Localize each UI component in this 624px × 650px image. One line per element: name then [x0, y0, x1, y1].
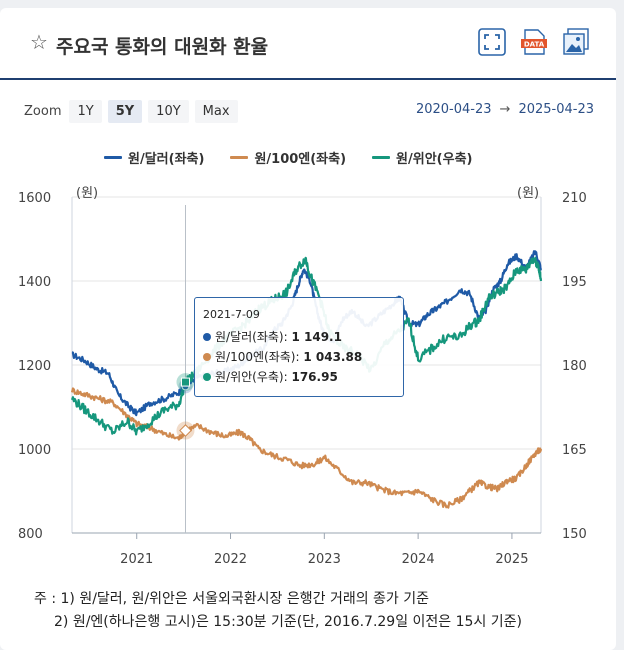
y-right-tick-label: 150: [562, 527, 587, 542]
legend-swatch-usd: [104, 156, 122, 159]
zoom-label: Zoom: [24, 103, 62, 119]
y-left-unit-label: (원): [76, 186, 98, 201]
y-right-tick-label: 180: [562, 359, 587, 374]
hover-marker-jpy: [179, 424, 192, 437]
star-outline-icon[interactable]: ☆: [30, 30, 48, 54]
legend-item-cny[interactable]: 원/위안(우축): [372, 148, 472, 167]
tooltip-label-cny: 원/위안(우축):: [215, 370, 288, 384]
tooltip-label-usd: 원/달러(좌축):: [215, 330, 288, 344]
tooltip-row-cny: 원/위안(우축): 176.95: [203, 368, 338, 385]
footnote-2: 2) 원/엔(하나은행 고시)은 15:30분 기준(단, 2016.7.29일…: [54, 614, 522, 630]
series-line-1: [70, 387, 543, 509]
legend-label-usd: 원/달러(좌축): [128, 152, 205, 167]
tooltip-value-usd: 1 149.1: [291, 330, 342, 344]
zoom-10y-button[interactable]: 10Y: [148, 99, 189, 123]
tooltip-row-jpy: 원/100엔(좌축): 1 043.88: [203, 348, 362, 365]
series-line-2: [70, 256, 543, 436]
data-download-icon[interactable]: DATA: [520, 28, 548, 56]
x-tick-label: 2022: [214, 552, 247, 567]
date-range: 2020-04-23 → 2025-04-23: [416, 102, 594, 117]
legend-label-jpy: 원/100엔(좌축): [254, 152, 347, 167]
footnotes: 주 : 1) 원/달러, 원/위안은 서울외국환시장 은행간 거래의 종가 기준…: [34, 588, 522, 634]
zoom-max-button[interactable]: Max: [194, 99, 238, 123]
tooltip-value-cny: 176.95: [291, 370, 338, 384]
footnote-1: 주 : 1) 원/달러, 원/위안은 서울외국환시장 은행간 거래의 종가 기준: [34, 591, 430, 607]
zoom-bar: Zoom 1Y 5Y 10Y Max: [24, 98, 244, 124]
x-tick-label: 2024: [402, 552, 435, 567]
chart-header: ☆ 주요국 통화의 대원화 환율 DATA: [0, 8, 616, 80]
legend-swatch-jpy: [230, 156, 249, 159]
page-title: 주요국 통화의 대원화 환율: [56, 36, 269, 58]
y-right-unit-label: (원): [517, 186, 539, 201]
tooltip-value-jpy: 1 043.88: [303, 350, 363, 364]
y-left-tick-label: 1400: [18, 275, 51, 290]
legend-item-jpy[interactable]: 원/100엔(좌축): [230, 148, 346, 167]
y-left-tick-label: 800: [18, 527, 43, 542]
hover-marker-cny: [180, 377, 190, 387]
tooltip-dot-cny: [203, 373, 211, 381]
tooltip-label-jpy: 원/100엔(좌축):: [215, 350, 300, 364]
y-right-tick-label: 195: [562, 275, 587, 290]
fullscreen-icon[interactable]: [478, 28, 506, 56]
tooltip-date: 2021-7-09: [203, 308, 260, 321]
chart-axes: 800 1000 1200 1400 1600 150 165 180 195 210 (원) (원)…: [18, 186, 587, 567]
legend-item-usd[interactable]: 원/달러(좌축): [104, 148, 204, 167]
tooltip-dot-jpy: [203, 353, 211, 361]
tooltip-dot-usd: [203, 333, 211, 341]
y-right-tick-label: 210: [562, 191, 587, 206]
line-chart[interactable]: 800 1000 1200 1400 1600 150 165 180 195 210 (원) (원)…: [0, 170, 624, 580]
data-badge: DATA: [524, 41, 545, 49]
tooltip-row-usd: 원/달러(좌축): 1 149.1: [203, 328, 342, 345]
zoom-5y-button[interactable]: 5Y: [107, 99, 143, 123]
chart-tooltip: 2021-7-09 원/달러(좌축): 1 149.1 원/100엔(좌축): …: [194, 297, 404, 397]
y-left-tick-label: 1200: [18, 359, 51, 374]
chart-markers: [176, 373, 195, 440]
chart-grid: [71, 196, 542, 534]
image-download-icon[interactable]: [562, 28, 590, 56]
x-tick-label: 2025: [495, 552, 528, 567]
y-right-tick-label: 165: [562, 443, 587, 458]
legend-label-cny: 원/위안(우축): [396, 152, 473, 167]
legend-swatch-cny: [372, 156, 391, 159]
range-from[interactable]: 2020-04-23: [415, 102, 492, 117]
y-left-tick-label: 1000: [18, 443, 51, 458]
x-tick-label: 2023: [308, 552, 341, 567]
zoom-1y-button[interactable]: 1Y: [69, 99, 102, 123]
range-to[interactable]: 2025-04-23: [518, 102, 594, 117]
range-arrow: →: [499, 102, 511, 117]
y-left-tick-label: 1600: [18, 191, 51, 206]
x-tick-label: 2021: [120, 552, 153, 567]
chart-card: ☆ 주요국 통화의 대원화 환율 DATA: [0, 8, 616, 650]
chart-legend: 원/달러(좌축) 원/100엔(좌축) 원/위안(우축): [104, 148, 498, 167]
